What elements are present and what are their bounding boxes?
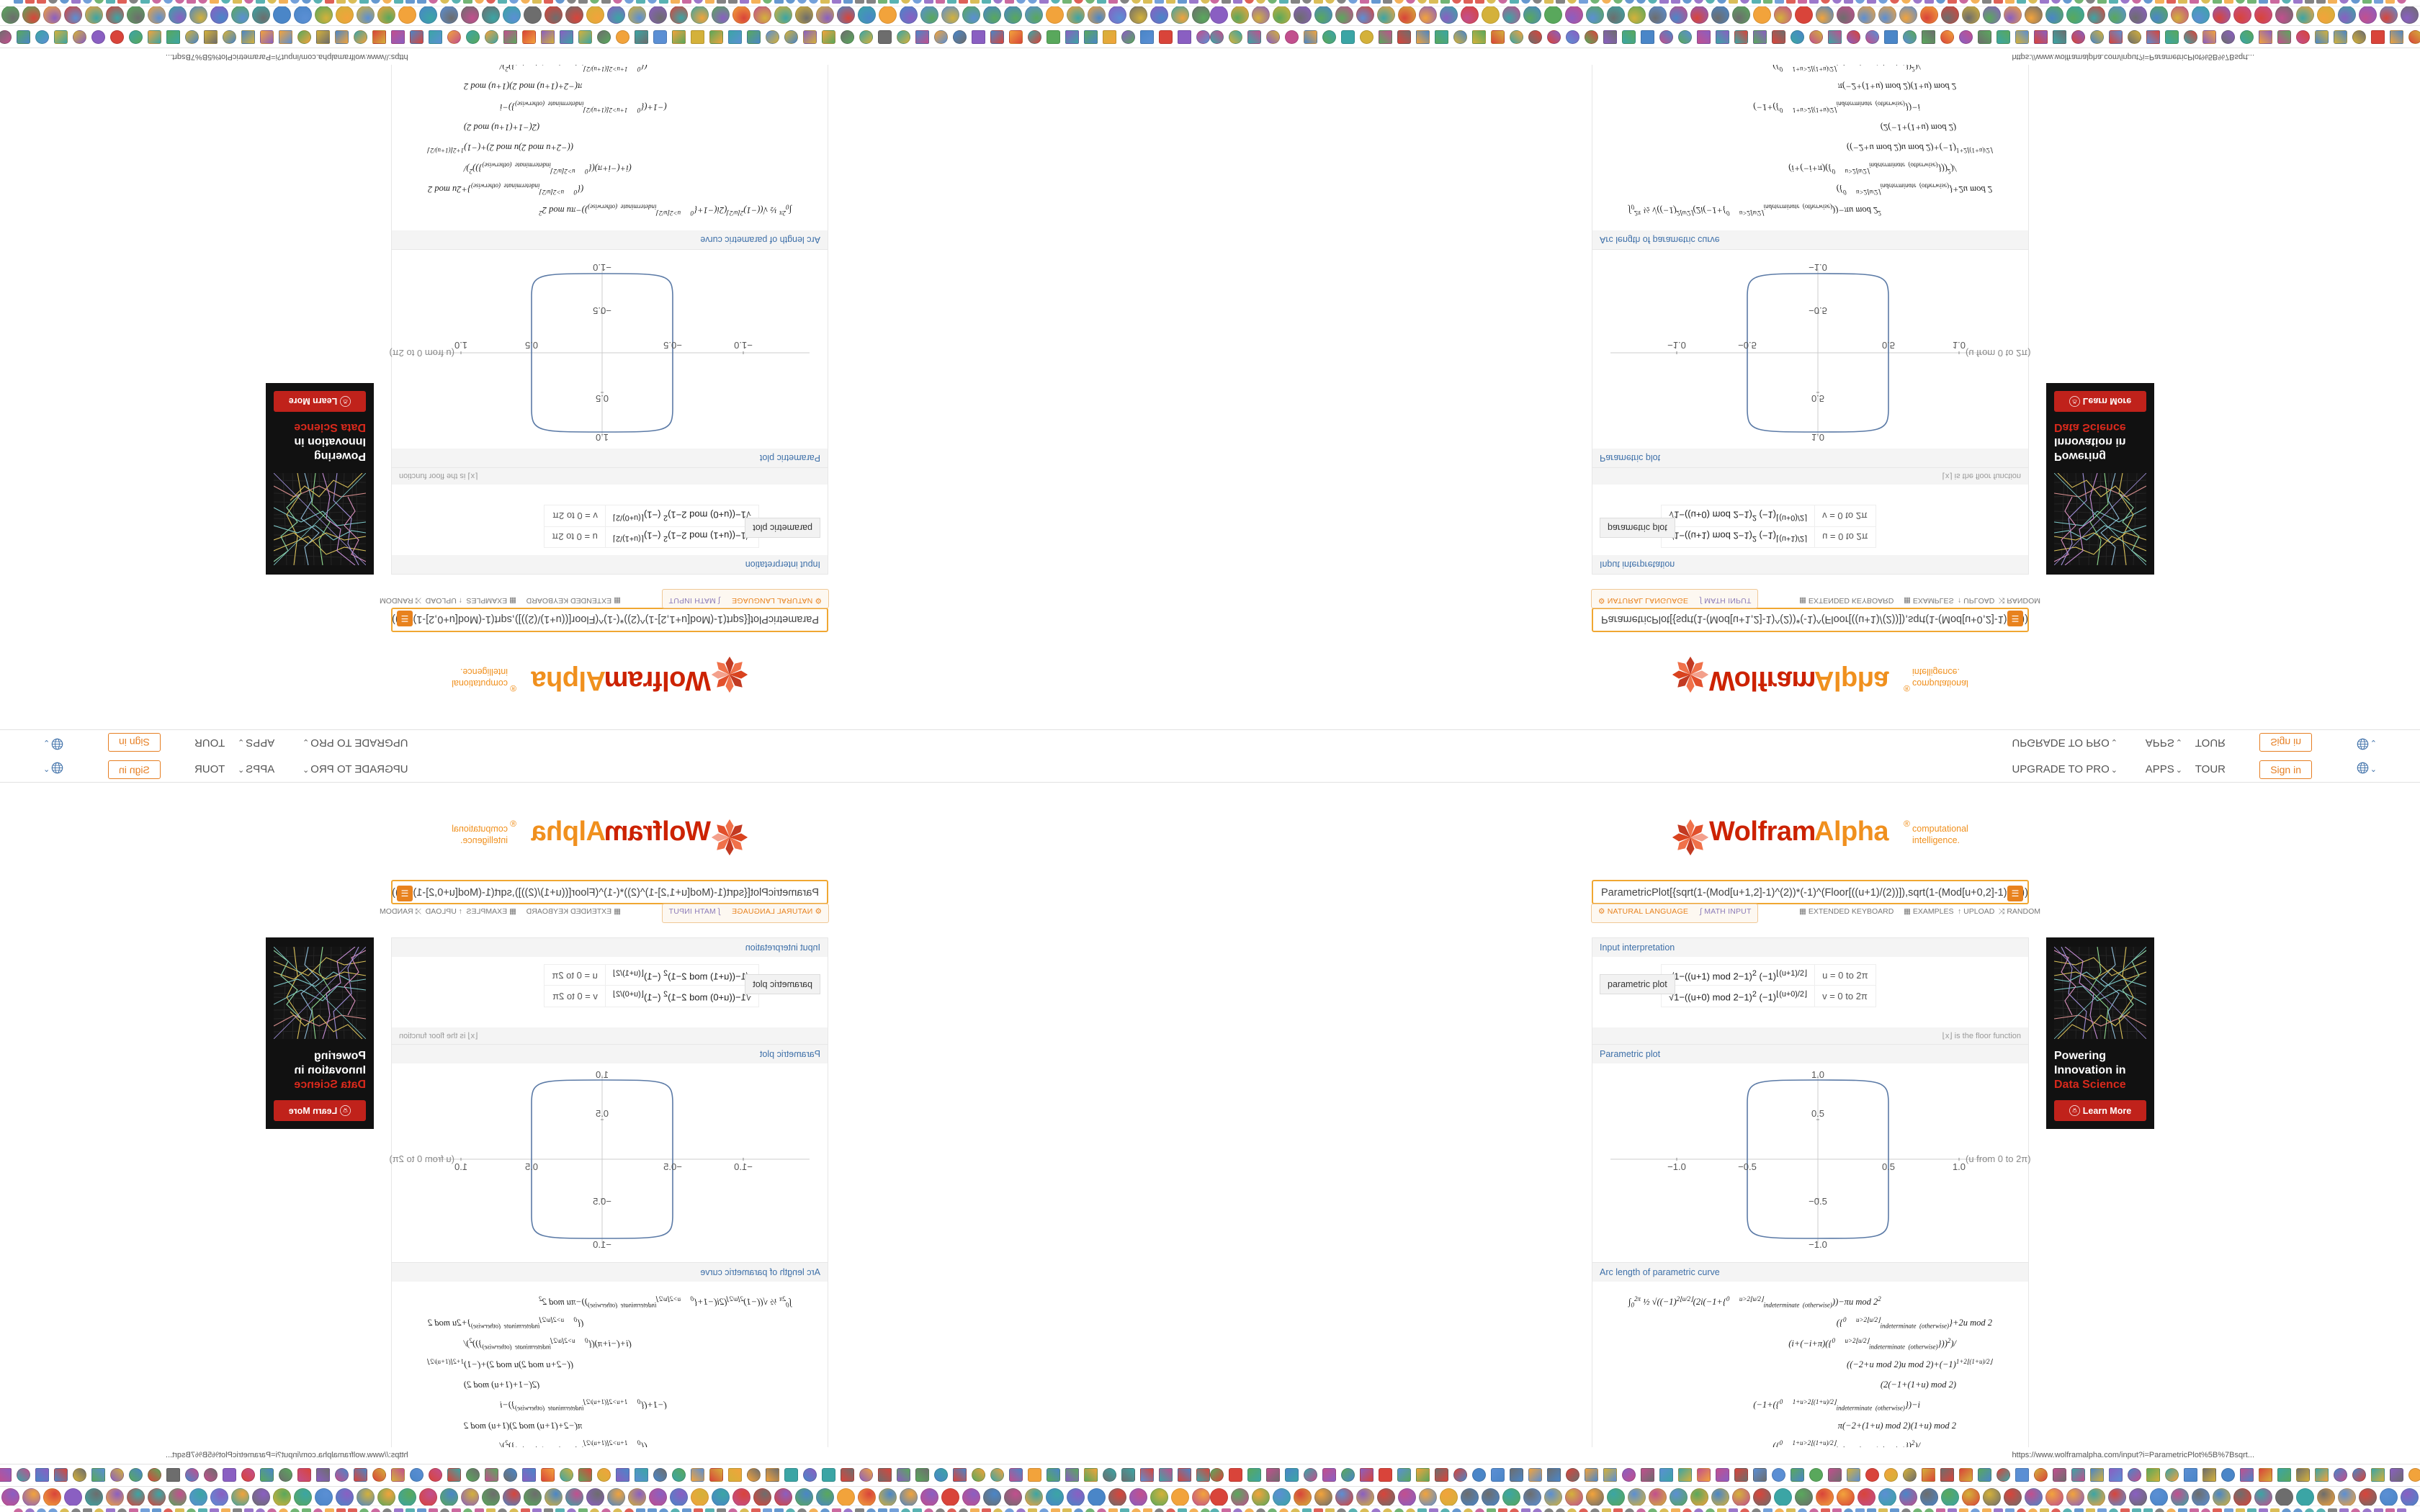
svg-text:−0.5: −0.5 [663,340,682,351]
svg-text:0.5: 0.5 [596,393,609,404]
svg-text:(u from 0 to 2π): (u from 0 to 2π) [1966,1153,2031,1164]
svg-text:1.0: 1.0 [1953,1161,1966,1172]
svg-text:0.5: 0.5 [1882,1161,1895,1172]
svg-text:(u from 0 to 2π): (u from 0 to 2π) [1966,348,2031,359]
svg-text:−1.0: −1.0 [1667,1161,1686,1172]
svg-text:−0.5: −0.5 [593,1196,611,1207]
svg-text:−1.0: −1.0 [734,340,753,351]
svg-text:1.0: 1.0 [454,1161,467,1172]
svg-text:0.5: 0.5 [525,340,538,351]
svg-text:−0.5: −0.5 [1738,340,1757,351]
svg-text:−0.5: −0.5 [1809,305,1827,316]
svg-text:−0.5: −0.5 [593,305,611,316]
svg-text:0.5: 0.5 [1811,1108,1824,1119]
svg-text:0.5: 0.5 [1811,393,1824,404]
svg-text:−0.5: −0.5 [663,1161,682,1172]
svg-text:1.0: 1.0 [1811,1071,1824,1080]
svg-text:−0.5: −0.5 [1809,1196,1827,1207]
svg-text:−1.0: −1.0 [1809,1239,1827,1250]
svg-text:1.0: 1.0 [596,432,609,441]
svg-text:−0.5: −0.5 [1738,1161,1757,1172]
svg-text:(u from 0 to 2π): (u from 0 to 2π) [389,1153,454,1164]
svg-text:−1.0: −1.0 [734,1161,753,1172]
svg-text:0.5: 0.5 [596,1108,609,1119]
svg-text:0.5: 0.5 [525,1161,538,1172]
svg-text:1.0: 1.0 [1811,432,1824,441]
svg-text:(u from 0 to 2π): (u from 0 to 2π) [389,348,454,359]
svg-text:−1.0: −1.0 [1809,262,1827,273]
svg-text:−1.0: −1.0 [593,262,611,273]
svg-text:1.0: 1.0 [596,1071,609,1080]
svg-text:0.5: 0.5 [1882,340,1895,351]
svg-text:1.0: 1.0 [454,340,467,351]
svg-text:−1.0: −1.0 [1667,340,1686,351]
svg-text:1.0: 1.0 [1953,340,1966,351]
svg-text:−1.0: −1.0 [593,1239,611,1250]
